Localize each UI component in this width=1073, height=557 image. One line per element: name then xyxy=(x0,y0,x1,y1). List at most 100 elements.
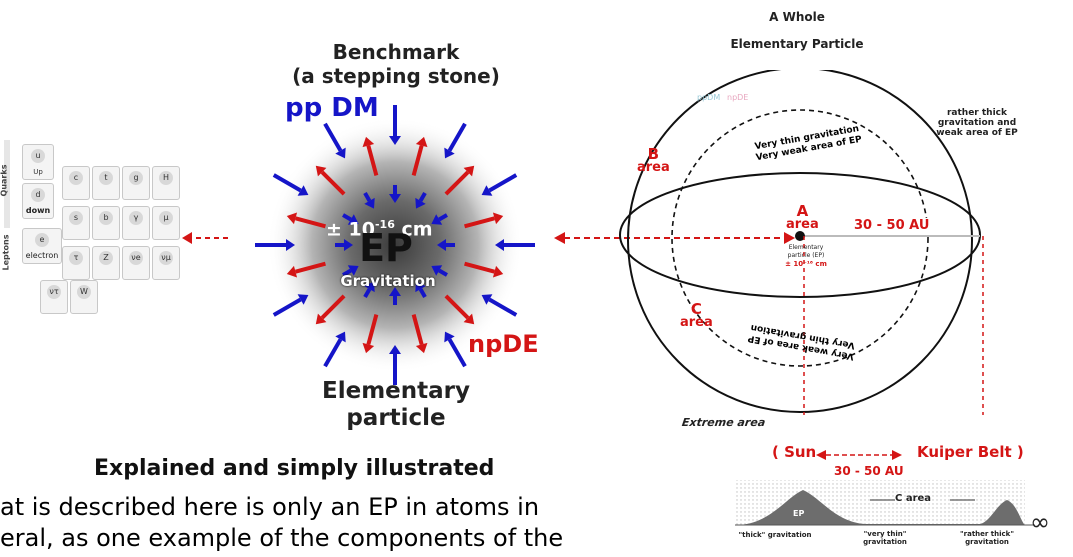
whole-ep-title-1: A Whole xyxy=(769,10,825,24)
sun-label: ( Sun xyxy=(772,443,817,461)
blue-inward-arrow xyxy=(444,122,467,159)
standard-model-thumbnail: Quarks Leptons u Up d down e electron c t… xyxy=(0,140,195,320)
blue-inward-arrow xyxy=(389,345,401,385)
up-quark-card: u Up xyxy=(22,144,54,180)
distance-label-2: 30 - 50 AU xyxy=(834,464,904,478)
red-outward-arrow xyxy=(444,165,475,196)
blue-inward-arrow xyxy=(363,192,375,209)
blue-inward-arrow xyxy=(415,281,427,298)
red-outward-arrow xyxy=(315,165,346,196)
particle-card: ντ xyxy=(40,280,68,314)
particle-card: τ xyxy=(62,246,90,280)
extreme-area-label: Extreme area xyxy=(681,416,767,429)
blue-inward-arrow xyxy=(342,213,359,225)
blue-inward-arrow xyxy=(495,239,535,251)
leptons-group-label: Leptons xyxy=(1,234,11,271)
explained-heading: Explained and simply illustrated xyxy=(94,456,495,481)
blue-inward-arrow xyxy=(437,239,455,251)
graph-ep-label: EP xyxy=(793,509,805,518)
particle-card: s xyxy=(62,206,90,240)
blue-inward-arrow xyxy=(481,294,518,317)
a-area-label: A area xyxy=(786,202,819,232)
red-outward-arrow xyxy=(464,261,504,278)
particle-card: t xyxy=(92,166,120,200)
electron-card: e electron xyxy=(22,228,62,264)
particle-symbol: t xyxy=(99,171,113,185)
ep-small-label: Elementary particle (EP) ± 10⁻¹⁶ cm xyxy=(785,244,827,268)
whole-ep-sphere xyxy=(619,70,984,415)
benchmark-subtitle: (a stepping stone) xyxy=(292,64,500,88)
down-quark-card: d down xyxy=(22,183,54,219)
b-area-label: B area xyxy=(637,145,670,175)
blue-inward-arrow xyxy=(255,239,295,251)
elementary-caption-1: Elementary xyxy=(322,378,470,404)
blue-inward-arrow xyxy=(323,331,346,368)
faint-label-ppdm: ppDM xyxy=(697,93,721,102)
blue-inward-arrow xyxy=(272,294,309,317)
outer-sphere xyxy=(627,70,973,413)
ep-core-label: EP xyxy=(359,226,413,270)
particle-card: c xyxy=(62,166,90,200)
blue-inward-arrow xyxy=(323,122,346,159)
distance-label: 30 - 50 AU xyxy=(852,218,932,233)
particle-symbol: τ xyxy=(69,251,83,265)
c-area-label: C area xyxy=(680,300,713,330)
blue-inward-arrow xyxy=(342,265,359,277)
blue-inward-arrow xyxy=(444,331,467,368)
red-outward-arrow xyxy=(444,294,475,325)
particle-symbol: c xyxy=(69,171,83,185)
infinity-symbol: ∞ xyxy=(1030,508,1050,536)
particle-card: b xyxy=(92,206,120,240)
particle-symbol: νμ xyxy=(159,251,173,265)
faint-label-npde: npDE xyxy=(727,93,749,102)
red-outward-arrow xyxy=(411,136,428,176)
quarks-band xyxy=(4,140,10,228)
red-outward-arrow xyxy=(286,212,326,229)
particle-symbol: ντ xyxy=(47,285,61,299)
particle-card: νe xyxy=(122,246,150,280)
particle-card: γ xyxy=(122,206,150,240)
particle-symbol: W xyxy=(77,285,91,299)
sun-kuiper-arrow xyxy=(816,450,902,460)
particle-symbol: γ xyxy=(129,211,143,225)
dashed-arrow-left xyxy=(182,232,228,244)
particle-card: H xyxy=(152,166,180,200)
blue-inward-arrow xyxy=(272,173,309,196)
dashed-double-arrow xyxy=(554,232,795,244)
particle-symbol: b xyxy=(99,211,113,225)
particle-card: W xyxy=(70,280,98,314)
c-area-graph-label: C area xyxy=(895,493,932,504)
blue-inward-arrow xyxy=(415,192,427,209)
body-text-line-2: eral, as one example of the components o… xyxy=(0,524,564,552)
particle-card: μ xyxy=(152,206,180,240)
ep-gravitation-diagram xyxy=(255,105,535,385)
red-outward-arrow xyxy=(362,314,379,354)
elementary-caption-2: particle xyxy=(346,405,446,431)
thick-note: rather thick gravitation and weak area o… xyxy=(936,108,1018,138)
particle-symbol: g xyxy=(129,171,143,185)
particle-symbol: μ xyxy=(159,211,173,225)
gravitation-label: Gravitation xyxy=(340,272,436,290)
ppdm-label: pp DM xyxy=(285,93,379,123)
thick-gravitation-label: "thick" gravitation xyxy=(738,531,812,539)
benchmark-title: Benchmark xyxy=(332,40,460,64)
rather-thick-gravitation-label: "rather thick" gravitation xyxy=(960,530,1014,546)
quarks-group-label: Quarks xyxy=(0,164,9,197)
blue-inward-arrow xyxy=(431,213,448,225)
blue-inward-arrow xyxy=(363,281,375,298)
red-outward-arrow xyxy=(411,314,428,354)
particle-card: Z xyxy=(92,246,120,280)
particle-card: νμ xyxy=(152,246,180,280)
blue-inward-arrow xyxy=(389,185,401,203)
particle-symbol: Z xyxy=(99,251,113,265)
blue-inward-arrow xyxy=(335,239,353,251)
ep-center-dot xyxy=(795,231,805,241)
npde-label: npDE xyxy=(468,330,539,358)
red-outward-arrow xyxy=(315,294,346,325)
blue-inward-arrow xyxy=(389,287,401,305)
inner-dashed-sphere xyxy=(671,109,929,367)
red-outward-arrow xyxy=(362,136,379,176)
gravitation-profile-graph xyxy=(735,480,1035,526)
blue-inward-arrow xyxy=(389,105,401,145)
very-thin-gravitation-label: "very thin" gravitation xyxy=(863,530,907,546)
